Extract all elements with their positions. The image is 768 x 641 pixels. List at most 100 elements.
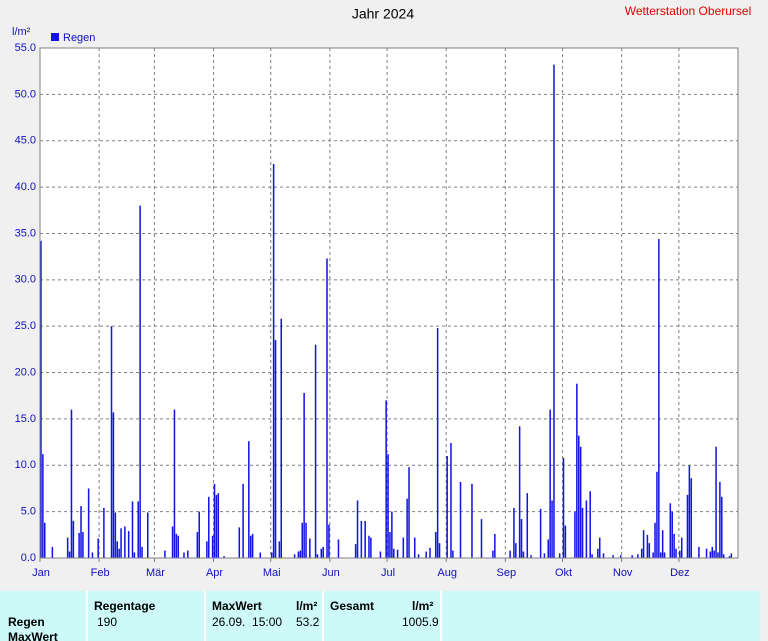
bar <box>146 512 149 558</box>
bar <box>217 493 220 558</box>
bar <box>70 409 73 558</box>
bar <box>198 511 201 558</box>
bar <box>562 457 565 558</box>
bar <box>68 551 71 558</box>
column-header: Regentage <box>94 599 156 613</box>
bar <box>299 550 302 558</box>
bar <box>72 520 75 558</box>
bar <box>686 494 689 558</box>
bar <box>360 520 363 558</box>
bar <box>242 483 244 558</box>
bar <box>642 530 645 558</box>
bar <box>564 525 567 558</box>
bar <box>429 547 431 558</box>
bar <box>640 548 643 558</box>
bar <box>713 550 715 558</box>
bar <box>680 537 683 558</box>
bar <box>690 478 693 558</box>
bar <box>87 488 90 558</box>
x-tick-label: Dez <box>670 567 690 579</box>
bar <box>551 500 553 558</box>
bar <box>518 426 521 558</box>
bar <box>553 64 555 558</box>
bar <box>526 493 529 558</box>
bar <box>127 531 130 558</box>
bar <box>663 552 666 558</box>
bar <box>413 537 416 558</box>
y-tick-label: 0.0 <box>21 552 36 564</box>
bar <box>446 456 448 558</box>
bar <box>631 555 633 558</box>
bar <box>112 412 115 558</box>
bar <box>251 533 254 558</box>
bar <box>688 465 691 558</box>
x-tick-label: Mär <box>146 567 165 579</box>
bar <box>402 537 405 558</box>
bar <box>82 532 84 558</box>
bar <box>110 326 113 558</box>
x-tick-label: Okt <box>555 567 572 579</box>
bar <box>513 507 515 558</box>
y-tick-label: 25.0 <box>15 320 36 332</box>
plot-area <box>39 47 739 559</box>
bar <box>223 556 225 558</box>
bar <box>164 550 166 558</box>
bar <box>661 530 664 558</box>
bar <box>211 535 214 558</box>
bar <box>280 318 283 558</box>
bar <box>44 522 46 558</box>
bar <box>717 552 719 558</box>
bar <box>116 541 119 558</box>
bar <box>698 546 700 558</box>
bar <box>408 467 410 558</box>
bar <box>133 552 136 558</box>
row-label: MaxWert <box>8 630 58 641</box>
bar <box>208 496 210 558</box>
bar <box>711 546 714 558</box>
bar <box>425 551 427 558</box>
bar <box>509 550 511 558</box>
x-tick-label: Jan <box>32 567 50 579</box>
bar <box>328 524 330 558</box>
bar <box>368 535 370 558</box>
bar <box>322 546 324 558</box>
bar <box>249 535 252 558</box>
bar <box>40 240 42 558</box>
bar <box>522 551 525 558</box>
bar <box>274 340 277 558</box>
chart-title: Jahr 2024 <box>352 6 414 22</box>
bar <box>120 528 122 558</box>
plot-border <box>39 47 739 559</box>
bar <box>417 554 420 558</box>
row-label: Regen <box>8 615 45 629</box>
bar <box>259 552 262 558</box>
bar <box>494 533 496 558</box>
bar <box>715 446 717 558</box>
bar <box>619 555 622 558</box>
bar <box>722 554 725 558</box>
bar <box>326 258 328 558</box>
bar <box>579 446 582 558</box>
bar <box>598 537 601 558</box>
y-tick-label: 20.0 <box>15 366 36 378</box>
x-tick-label: Jun <box>322 567 340 579</box>
bar <box>173 409 176 558</box>
cell: 53.2 <box>296 615 320 629</box>
bar <box>183 552 185 558</box>
bar <box>139 205 141 559</box>
bar <box>393 548 395 558</box>
bar <box>671 511 673 558</box>
bar <box>648 543 651 558</box>
bar <box>591 554 593 558</box>
bar <box>103 507 105 558</box>
x-tick-label: Nov <box>613 567 633 579</box>
y-tick-label: 40.0 <box>15 181 36 193</box>
bar <box>97 538 99 558</box>
legend-label: Regen <box>63 32 95 44</box>
separator <box>322 591 324 641</box>
bar <box>520 519 523 558</box>
bar <box>293 554 296 558</box>
bar <box>314 344 317 558</box>
bar <box>364 520 366 558</box>
